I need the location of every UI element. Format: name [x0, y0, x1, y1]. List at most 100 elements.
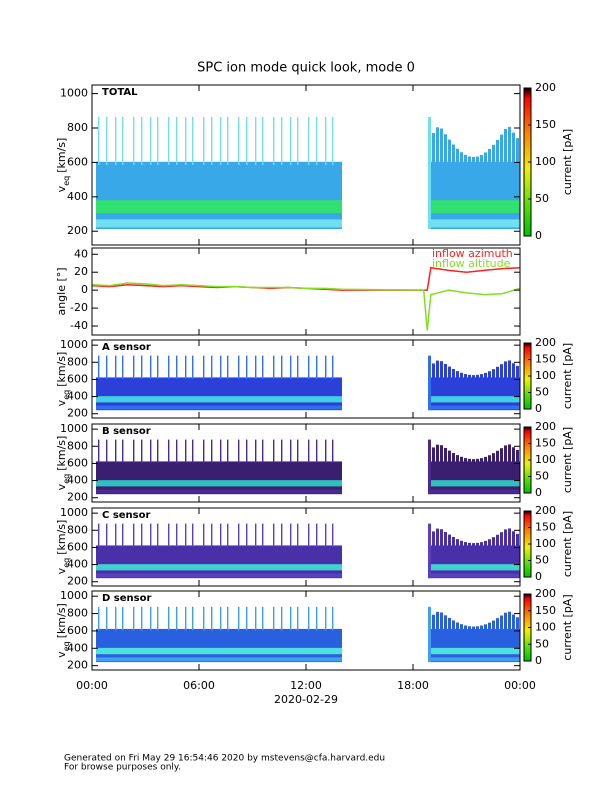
spectrogram-streak [432, 531, 435, 549]
spectrogram-streak [496, 366, 499, 381]
spectrogram-streak [464, 458, 467, 465]
spectrogram-streak [168, 606, 170, 631]
spectrogram-streak [496, 534, 499, 549]
y-axis-label-sub: eq [62, 390, 71, 400]
spectrogram-streak [220, 355, 222, 379]
spectrogram-streak [480, 542, 483, 549]
spectrogram-spike [428, 439, 431, 495]
spectrogram-streak [238, 355, 240, 379]
y-axis-label-sub: eq [62, 474, 71, 484]
spectrogram-streak [192, 523, 194, 547]
spectrogram-low [429, 219, 520, 228]
y-tick-label: 400 [67, 190, 88, 203]
spectrogram-core [96, 396, 342, 403]
y-tick-label: 400 [67, 474, 88, 487]
y-tick-label: 400 [67, 558, 88, 571]
spectrogram-streak [115, 439, 117, 463]
colorbar-tick-label: 150 [535, 118, 556, 131]
panel: 0 50 100 150 200 current [pA] B sensor veq [km/s… [55, 420, 574, 504]
spectrogram-streak [436, 127, 439, 167]
colorbar-label: current [pA] [561, 594, 574, 660]
spectrogram-streak [297, 117, 299, 165]
colorbar-tick-label: 50 [535, 386, 549, 399]
spectrogram-streak [262, 355, 264, 379]
y-tick-label: 1000 [60, 87, 88, 100]
spectrogram-streak [488, 371, 491, 381]
spectrogram-block [96, 545, 342, 579]
spectrogram-streak [255, 523, 257, 547]
spectrogram-streak [516, 449, 519, 465]
spectrogram-streak [227, 439, 229, 463]
spectrogram-streak [448, 450, 451, 465]
colorbar-label: current [pA] [561, 343, 574, 409]
y-axis-label-main: v [55, 185, 68, 192]
y-tick-label: 400 [67, 641, 88, 654]
spectrogram-streak [98, 117, 100, 165]
spectrogram-streak [141, 355, 143, 379]
spectrogram-core [429, 480, 520, 487]
spectrogram-streak [444, 134, 447, 167]
colorbar-tick-label: 50 [535, 192, 549, 205]
spectrogram-streak [157, 439, 159, 463]
spectrogram-streak [133, 355, 135, 379]
spectrogram-streak [185, 117, 187, 165]
spectrogram-streak [480, 458, 483, 465]
spectrogram-streak [246, 355, 248, 379]
spectrogram-streak [325, 355, 327, 379]
colorbar-tick-label: 50 [535, 554, 549, 567]
spectrogram-streak [460, 456, 463, 465]
spectrogram-streak [122, 439, 124, 463]
spectrogram-streak [203, 117, 205, 165]
spectrogram-streak [98, 355, 100, 379]
spectrogram-streak [464, 542, 467, 549]
spectrogram-streak [516, 138, 519, 167]
spectrogram-streak [325, 606, 327, 631]
spectrogram-streak [176, 355, 178, 379]
y-axis-label: veq [km/s] [55, 352, 71, 407]
spectrogram-streak [504, 445, 507, 465]
spectrogram-streak [468, 156, 471, 167]
spectrogram-streak [436, 611, 439, 633]
spectrogram-streak [325, 439, 327, 463]
spectrogram-block [429, 545, 520, 579]
spectrogram-streak [508, 528, 511, 549]
spectrogram-spike [428, 355, 431, 411]
colorbar-tick-label: 200 [535, 504, 556, 517]
spectrogram-streak [262, 117, 264, 165]
spectrogram-streak [440, 445, 443, 465]
spectrogram-streak [492, 369, 495, 381]
y-tick-label: 0 [81, 283, 88, 296]
spectrogram-streak [122, 606, 124, 631]
colorbar-tick-label: 200 [535, 81, 556, 94]
spectrogram-streak [308, 606, 310, 631]
x-tick-label: 12:00 [290, 679, 322, 692]
y-tick-label: 600 [67, 155, 88, 168]
spectrogram-streak [168, 523, 170, 547]
spectrogram-streak [508, 360, 511, 381]
y-tick-label: 200 [67, 491, 88, 504]
legend-entry: inflow altitude [432, 257, 511, 270]
spectrogram-streak [504, 529, 507, 549]
spectrogram-streak [512, 447, 515, 465]
y-tick-label: 600 [67, 624, 88, 637]
panel-label: A sensor [102, 342, 151, 353]
spectrogram-streak [262, 523, 264, 547]
colorbar-tick-label: 100 [535, 155, 556, 168]
spectrogram-streak [273, 606, 275, 631]
panel: 0 50 100 150 200 current [pA] A sensor veq [km/s… [55, 336, 574, 420]
spectrogram-streak [157, 355, 159, 379]
spectrogram-streak [150, 355, 152, 379]
y-tick-label: 800 [67, 523, 88, 536]
spectrogram-streak [176, 117, 178, 165]
spectrogram-streak [500, 364, 503, 381]
spectrogram-spike [428, 117, 431, 229]
spectrogram-streak [141, 523, 143, 547]
y-tick-label: 800 [67, 439, 88, 452]
spectrogram-streak [246, 523, 248, 547]
spectrogram-streak [440, 529, 443, 549]
spectrogram-streak [332, 117, 334, 165]
spectrogram-streak [432, 447, 435, 465]
spectrogram-streak [255, 117, 257, 165]
